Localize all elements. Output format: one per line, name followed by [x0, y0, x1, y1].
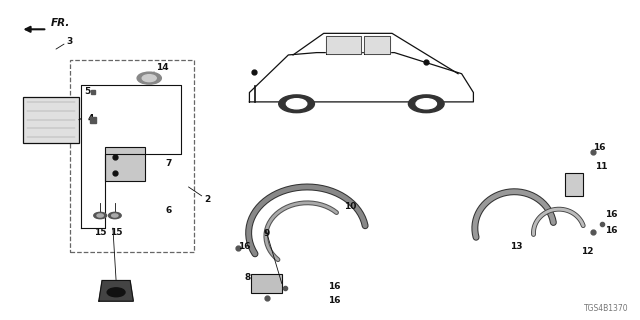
Text: 12: 12 [581, 247, 594, 256]
Text: 16: 16 [593, 143, 605, 152]
Text: 13: 13 [510, 242, 522, 251]
Circle shape [137, 72, 161, 84]
Bar [565, 173, 582, 196]
Circle shape [111, 214, 118, 217]
Circle shape [94, 212, 106, 219]
Circle shape [108, 212, 121, 219]
Polygon shape [99, 281, 133, 301]
Text: 11: 11 [595, 162, 608, 171]
Text: 9: 9 [264, 229, 270, 238]
Circle shape [97, 214, 103, 217]
Bar [23, 97, 79, 142]
Polygon shape [364, 36, 390, 54]
Text: 16: 16 [328, 296, 340, 305]
Circle shape [107, 288, 125, 297]
Text: 16: 16 [605, 226, 618, 235]
Circle shape [279, 95, 314, 113]
Text: 5: 5 [84, 87, 90, 96]
Text: 2: 2 [204, 195, 211, 204]
Text: 16: 16 [239, 242, 251, 251]
Text: 7: 7 [166, 159, 172, 168]
Bar [105, 147, 145, 180]
Polygon shape [326, 36, 362, 54]
Text: 1: 1 [121, 287, 127, 296]
Text: FR.: FR. [51, 18, 70, 28]
Text: 6: 6 [166, 206, 172, 215]
Circle shape [142, 75, 156, 82]
Text: TGS4B1370: TGS4B1370 [584, 304, 629, 313]
Polygon shape [250, 52, 474, 102]
Bar [70, 60, 195, 252]
Text: 15: 15 [94, 228, 106, 237]
Text: 14: 14 [156, 63, 168, 72]
Circle shape [286, 99, 307, 109]
Text: 15: 15 [109, 228, 122, 237]
Text: 4: 4 [88, 114, 95, 123]
Text: 8: 8 [245, 273, 251, 282]
Text: 3: 3 [67, 36, 72, 45]
Circle shape [408, 95, 444, 113]
Bar [251, 274, 282, 292]
Circle shape [416, 99, 436, 109]
Text: 16: 16 [328, 282, 340, 291]
Polygon shape [293, 33, 458, 74]
Text: 16: 16 [605, 210, 618, 219]
Text: 10: 10 [344, 203, 356, 212]
